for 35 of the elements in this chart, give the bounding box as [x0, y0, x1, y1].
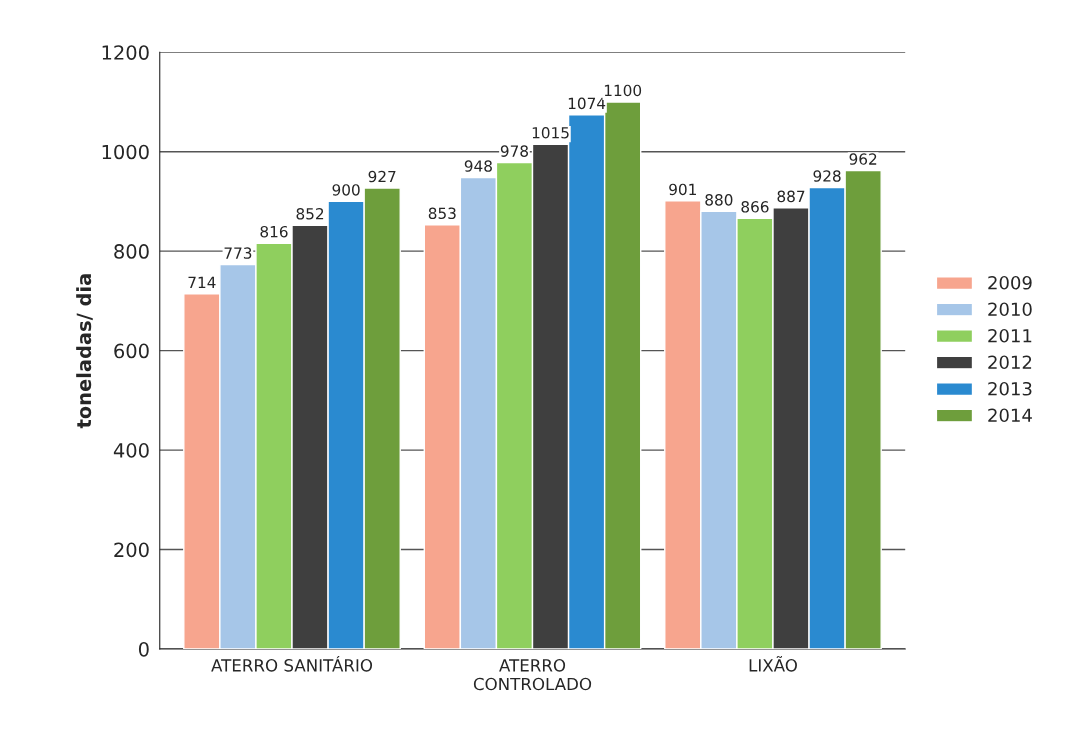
legend-label: 2011 — [988, 328, 1032, 343]
data-label: 887 — [777, 190, 805, 203]
x-tick-label: ATERRO CONTROLADO — [473, 659, 592, 691]
legend-label: 2010 — [988, 302, 1032, 317]
data-label: 880 — [705, 194, 733, 206]
data-label: 773 — [224, 247, 252, 259]
y-tick-label: 0 — [138, 641, 149, 657]
x-tick-label: LIXÃO — [749, 656, 797, 672]
data-label: 816 — [260, 225, 288, 238]
data-label: 1015 — [532, 126, 569, 139]
y-tick-label: 200 — [114, 542, 149, 558]
data-label: 901 — [669, 183, 696, 196]
legend-label: 2012 — [988, 355, 1032, 370]
data-label: 714 — [188, 276, 216, 288]
legend-label: 2009 — [988, 275, 1032, 290]
data-label: 962 — [849, 153, 877, 165]
legend-label: 2013 — [988, 381, 1032, 396]
legend-label: 2014 — [988, 408, 1032, 423]
y-tick-label: 1200 — [102, 45, 149, 60]
data-label: 900 — [332, 184, 360, 196]
data-label: 927 — [368, 170, 396, 183]
data-label: 1100 — [604, 84, 642, 97]
data-label: 948 — [464, 160, 492, 172]
data-label: 853 — [428, 207, 456, 220]
data-label: 866 — [741, 201, 769, 213]
y-tick-label: 1000 — [102, 144, 149, 160]
y-tick-label: 600 — [114, 343, 149, 359]
x-tick-label: ATERRO SANITÁRIO — [211, 655, 373, 672]
data-label: 1074 — [568, 97, 606, 110]
data-label: 928 — [813, 170, 841, 182]
y-tick-label: 400 — [113, 443, 149, 458]
data-label: 852 — [296, 208, 324, 220]
data-label: 978 — [500, 145, 528, 157]
y-axis-title: toneladas/ dia — [76, 274, 93, 429]
y-tick-label: 800 — [114, 244, 149, 259]
